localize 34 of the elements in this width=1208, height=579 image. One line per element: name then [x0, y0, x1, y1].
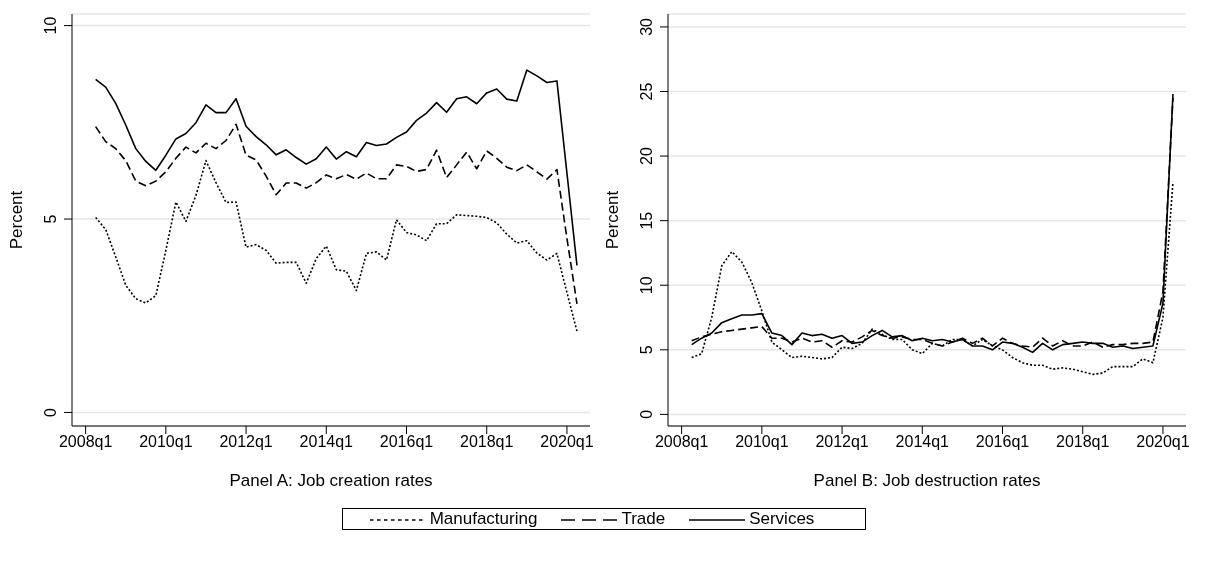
line-series [94, 159, 578, 333]
y-tick-label: 5 [638, 345, 655, 355]
x-tick-label: 2014q1 [299, 433, 354, 451]
legend-label: Trade [621, 509, 666, 528]
x-tick-label: 2016q1 [975, 433, 1030, 451]
line-series [94, 69, 578, 267]
x-axis-title: Panel A: Job creation rates [229, 471, 433, 490]
y-axis-title: Percent [603, 190, 623, 250]
y-tick-label: 10 [638, 276, 655, 295]
x-tick-label: 2008q1 [58, 433, 113, 451]
y-tick-label: 30 [638, 17, 655, 36]
y-axis-title: Percent [7, 190, 27, 250]
y-tick-label: 25 [638, 82, 655, 101]
y-tick-label: 0 [42, 407, 59, 417]
x-tick-label: 2020q1 [1136, 433, 1190, 451]
y-tick-label: 20 [638, 147, 655, 165]
x-tick-label: 2016q1 [379, 433, 434, 451]
x-axis-title: Panel B: Job destruction rates [813, 471, 1041, 490]
x-tick-label: 2020q1 [540, 433, 594, 451]
y-tick-label: 5 [42, 214, 59, 224]
x-tick-label: 2010q1 [139, 433, 193, 451]
x-tick-label: 2008q1 [654, 433, 709, 451]
x-tick-label: 2014q1 [895, 433, 950, 451]
y-tick-label: 0 [638, 409, 655, 419]
x-tick-label: 2012q1 [219, 433, 273, 451]
x-tick-label: 2018q1 [1056, 433, 1110, 451]
line-series [94, 123, 578, 305]
y-tick-label: 15 [638, 211, 655, 230]
legend-label: Services [749, 509, 815, 528]
y-tick-label: 10 [42, 16, 59, 35]
legend-label: Manufacturing [429, 509, 538, 528]
x-tick-label: 2012q1 [815, 433, 869, 451]
x-tick-label: 2010q1 [735, 433, 789, 451]
x-tick-label: 2018q1 [460, 433, 514, 451]
